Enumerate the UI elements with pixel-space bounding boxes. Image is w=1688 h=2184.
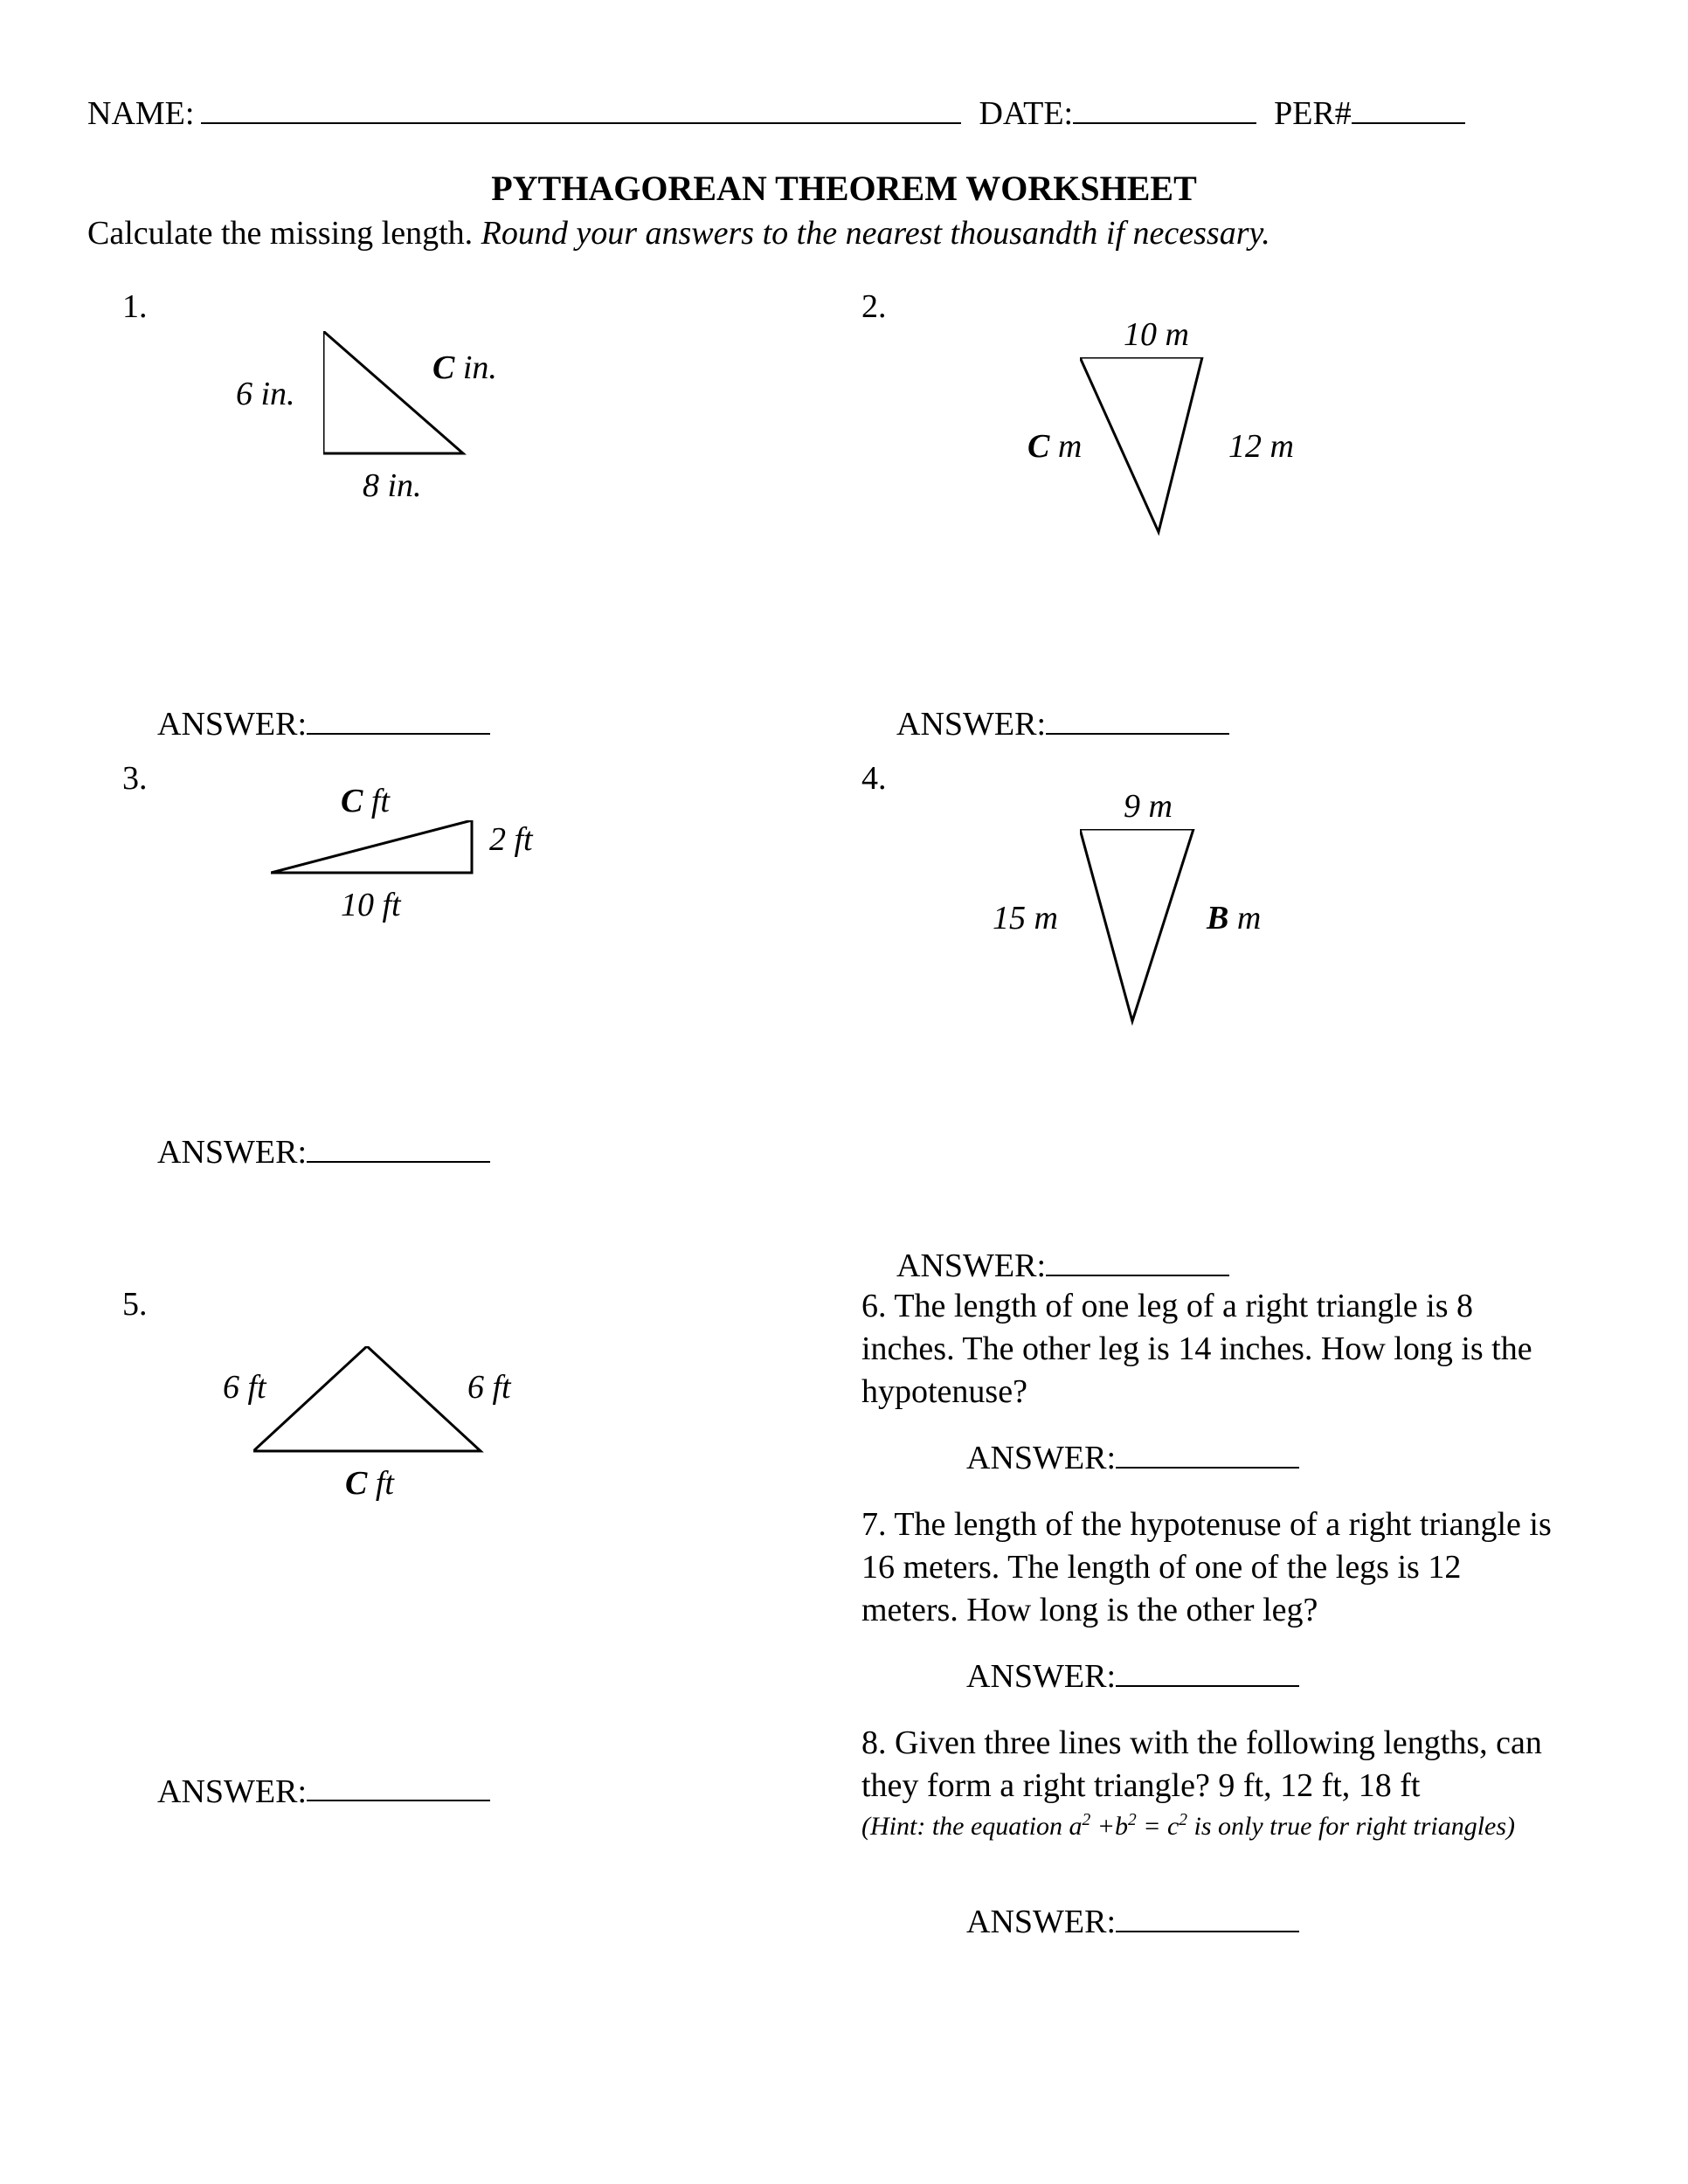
p8-answer-row: ANSWER: bbox=[861, 1896, 1566, 1941]
p7-answer-blank[interactable] bbox=[1116, 1650, 1299, 1687]
p3-label-bottom: 10 ft bbox=[341, 886, 401, 924]
p4-label-hyp: B m bbox=[1207, 899, 1261, 937]
p5-answer-row: ANSWER: bbox=[122, 1766, 827, 1811]
triangle-5 bbox=[253, 1346, 603, 1521]
answer-label: ANSWER: bbox=[896, 1248, 1046, 1284]
p1-answer-blank[interactable] bbox=[307, 698, 490, 735]
per-blank[interactable] bbox=[1352, 87, 1465, 124]
problem-1: 1. 6 in. 8 in. C in. ANSWER: bbox=[122, 287, 827, 759]
date-blank[interactable] bbox=[1073, 87, 1256, 124]
word-problems-column: 6. The length of one leg of a right tria… bbox=[861, 1285, 1566, 1968]
problem-number-3: 3. bbox=[122, 759, 148, 798]
name-blank[interactable] bbox=[201, 87, 961, 124]
p3-answer-blank[interactable] bbox=[307, 1126, 490, 1163]
p4-answer-blank[interactable] bbox=[1046, 1240, 1229, 1276]
problem-number-5: 5. bbox=[122, 1285, 148, 1324]
answer-label: ANSWER: bbox=[966, 1904, 1116, 1940]
p2-answer-row: ANSWER: bbox=[861, 698, 1566, 743]
problem-number-4: 4. bbox=[861, 759, 887, 798]
p7-answer-row: ANSWER: bbox=[861, 1650, 1566, 1696]
answer-label: ANSWER: bbox=[966, 1658, 1116, 1695]
name-label: NAME: bbox=[87, 94, 194, 133]
problem-2: 2. 10 m 12 m C m ANSWER: bbox=[861, 287, 1566, 759]
p8-text: Given three lines with the following len… bbox=[861, 1724, 1542, 1804]
p1-label-bottom: 8 in. bbox=[363, 467, 422, 505]
p7-text: The length of the hypotenuse of a right … bbox=[861, 1506, 1552, 1629]
answer-label: ANSWER: bbox=[157, 1773, 307, 1809]
worksheet-title: PYTHAGOREAN THEOREM WORKSHEET bbox=[87, 168, 1601, 209]
p4-answer-row: ANSWER: bbox=[861, 1240, 1566, 1285]
p4-label-left: 15 m bbox=[993, 899, 1058, 937]
p5-label-right: 6 ft bbox=[467, 1368, 511, 1406]
p2-label-hyp: C m bbox=[1027, 427, 1082, 466]
problem-number-8: 8. bbox=[861, 1724, 887, 1761]
p1-label-left: 6 in. bbox=[236, 375, 295, 413]
triangle-2 bbox=[1080, 357, 1429, 584]
p2-answer-blank[interactable] bbox=[1046, 698, 1229, 735]
p4-label-top: 9 m bbox=[1124, 787, 1173, 826]
p1-label-hyp: C in. bbox=[432, 349, 497, 387]
header-line: NAME: DATE: PER# bbox=[87, 87, 1601, 133]
p6-answer-blank[interactable] bbox=[1116, 1432, 1299, 1469]
date-label: DATE: bbox=[979, 94, 1073, 133]
problem-6: 6. The length of one leg of a right tria… bbox=[861, 1285, 1566, 1477]
problem-3: 3. C ft 2 ft 10 ft ANSWER: bbox=[122, 759, 827, 1285]
p3-label-right: 2 ft bbox=[489, 820, 533, 859]
p1-answer-row: ANSWER: bbox=[122, 698, 827, 743]
problem-5: 5. 6 ft 6 ft C ft ANSWER: bbox=[122, 1285, 827, 1968]
problem-number-6: 6. bbox=[861, 1288, 887, 1324]
answer-label: ANSWER: bbox=[157, 706, 307, 743]
problem-number-2: 2. bbox=[861, 287, 887, 326]
problem-number-7: 7. bbox=[861, 1506, 887, 1543]
instructions-prefix: Calculate the missing length. bbox=[87, 215, 481, 252]
problem-number-1: 1. bbox=[122, 287, 148, 326]
p5-label-hyp: C ft bbox=[345, 1464, 394, 1503]
triangle-4 bbox=[1080, 829, 1429, 1074]
problem-4: 4. 9 m 15 m B m ANSWER: bbox=[861, 759, 1566, 1285]
answer-label: ANSWER: bbox=[157, 1134, 307, 1171]
p3-label-hyp: C ft bbox=[341, 782, 390, 820]
answer-label: ANSWER: bbox=[966, 1440, 1116, 1476]
problem-8: 8. Given three lines with the following … bbox=[861, 1722, 1566, 1942]
p6-text: The length of one leg of a right triangl… bbox=[861, 1288, 1532, 1411]
answer-label: ANSWER: bbox=[896, 706, 1046, 743]
p2-label-top: 10 m bbox=[1124, 315, 1189, 354]
p5-label-left: 6 ft bbox=[223, 1368, 266, 1406]
instructions: Calculate the missing length. Round your… bbox=[87, 214, 1601, 252]
problem-7: 7. The length of the hypotenuse of a rig… bbox=[861, 1503, 1566, 1696]
p3-answer-row: ANSWER: bbox=[122, 1126, 827, 1171]
per-label: PER# bbox=[1274, 94, 1352, 133]
instructions-italic: Round your answers to the nearest thousa… bbox=[481, 215, 1270, 252]
p5-answer-blank[interactable] bbox=[307, 1766, 490, 1802]
p8-answer-blank[interactable] bbox=[1116, 1896, 1299, 1932]
p6-answer-row: ANSWER: bbox=[861, 1432, 1566, 1477]
triangle-3 bbox=[271, 820, 620, 925]
p2-label-right: 12 m bbox=[1228, 427, 1294, 466]
p8-hint: (Hint: the equation a2 +b2 = c2 is only … bbox=[861, 1809, 1566, 1843]
